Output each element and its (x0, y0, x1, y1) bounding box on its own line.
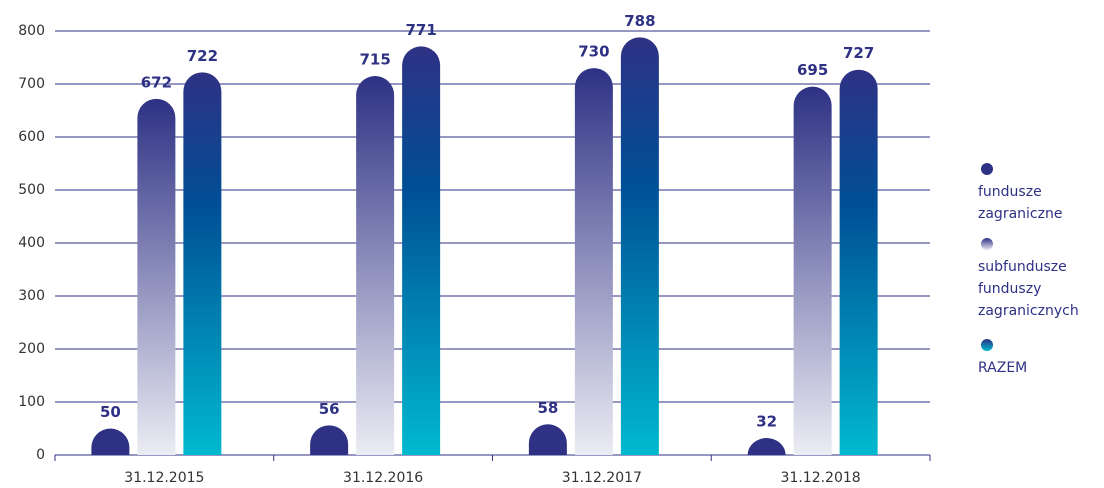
value-label: 58 (537, 399, 558, 417)
value-label: 672 (141, 73, 172, 91)
bar (356, 76, 395, 456)
y-tick-label: 800 (18, 23, 45, 39)
bar (793, 86, 832, 456)
legend-item: fundusze zagraniczne (978, 163, 1088, 225)
value-label: 32 (756, 413, 777, 431)
value-label: 788 (624, 12, 655, 30)
x-tick-label: 31.12.2018 (781, 470, 861, 486)
y-tick-label: 100 (18, 394, 45, 410)
bar (574, 68, 613, 455)
value-label: 695 (797, 61, 828, 79)
bar (747, 438, 786, 455)
bar (402, 46, 441, 456)
y-tick-label: 500 (18, 182, 45, 198)
legend-label: fundusze zagraniczne (978, 184, 1063, 222)
legend-marker (981, 238, 993, 250)
value-label: 730 (578, 43, 609, 61)
y-tick-label: 200 (18, 341, 45, 357)
x-tick-label: 31.12.2015 (124, 470, 204, 486)
legend-label: RAZEM (978, 360, 1028, 376)
y-tick-label: 0 (36, 447, 45, 463)
value-label: 50 (100, 403, 121, 421)
x-tick-label: 31.12.2016 (343, 470, 423, 486)
bar (620, 37, 659, 456)
y-tick-label: 700 (18, 76, 45, 92)
bar (137, 98, 176, 455)
bar (310, 425, 349, 455)
value-label: 56 (319, 400, 340, 418)
value-label: 722 (187, 47, 218, 65)
y-tick-label: 600 (18, 129, 45, 145)
bar (91, 428, 130, 455)
legend-marker (981, 163, 993, 175)
bar (183, 72, 222, 455)
legend-item: RAZEM (978, 339, 1088, 379)
y-tick-label: 400 (18, 235, 45, 251)
value-label: 727 (843, 44, 874, 62)
value-label: 715 (359, 51, 390, 69)
x-tick-label: 31.12.2017 (562, 470, 642, 486)
legend-label: subfundusze funduszy zagranicznych (978, 259, 1079, 319)
legend-marker (981, 339, 993, 351)
bar (528, 424, 567, 455)
bar (839, 69, 878, 455)
value-label: 771 (405, 21, 436, 39)
legend-item: subfundusze funduszy zagranicznych (978, 238, 1088, 322)
y-tick-label: 300 (18, 288, 45, 304)
